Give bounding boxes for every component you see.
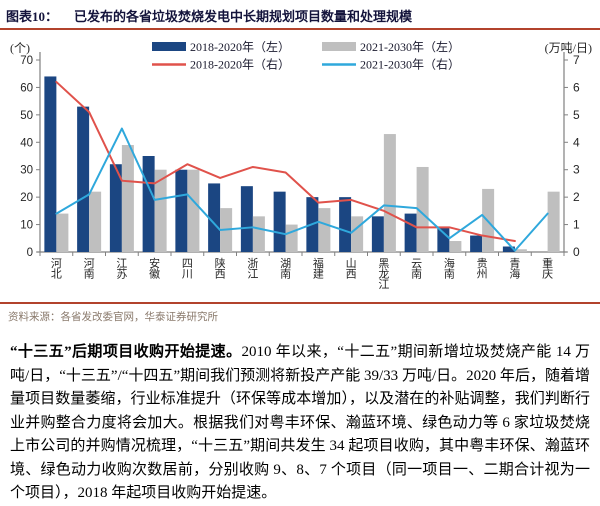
x-label-10: 山西 — [346, 257, 357, 281]
legend-label: 2021-2030年（右） — [360, 57, 460, 72]
chart-bottom-rule — [0, 302, 600, 304]
figure-number: 图表10： — [6, 9, 59, 24]
x-label-9: 福建 — [313, 256, 324, 281]
svg-text:0: 0 — [573, 245, 580, 259]
x-label-6: 陕西 — [215, 256, 226, 281]
svg-text:60: 60 — [20, 82, 33, 94]
x-label-8: 湖南 — [280, 257, 291, 281]
svg-text:30: 30 — [20, 165, 33, 177]
bar — [339, 197, 352, 252]
bar — [154, 169, 167, 252]
title-underline — [0, 28, 600, 30]
bar — [252, 216, 265, 252]
svg-text:10: 10 — [20, 220, 33, 232]
bar — [56, 213, 69, 252]
legend-label: 2021-2030年（左） — [360, 39, 460, 54]
legend-label: 2018-2020年（右） — [190, 57, 290, 72]
bar — [449, 241, 462, 252]
chart-canvas: 0 10 20 30 40 50 60 70 0 1 2 3 4 5 6 7 (个) (万吨/日) 河北河南江苏安徽… — [10, 39, 592, 291]
bar — [502, 246, 515, 252]
x-label-4: 安徽 — [149, 256, 160, 281]
bar — [404, 213, 417, 252]
bar — [44, 76, 57, 252]
bar — [187, 169, 200, 252]
bar — [89, 191, 102, 252]
bars-series-2 — [56, 134, 560, 252]
bar — [470, 235, 483, 252]
bars-series-1 — [44, 76, 515, 252]
x-label-15: 青海 — [509, 257, 520, 281]
svg-text:2: 2 — [573, 190, 580, 204]
svg-text:20: 20 — [20, 192, 33, 204]
line-series-2 — [55, 127, 549, 252]
bar — [547, 191, 560, 252]
bar — [142, 156, 155, 252]
bar — [208, 183, 221, 252]
bar — [416, 166, 429, 252]
legend-label: 2018-2020年（左） — [190, 39, 290, 54]
legend-swatch-bar — [152, 42, 186, 51]
waste-incineration-planning-chart: 0 10 20 30 40 50 60 70 0 1 2 3 4 5 6 7 (个) (万吨/日) 河北 河南 江苏 安徽… — [0, 30, 600, 302]
x-label-3: 江苏 — [116, 257, 127, 281]
svg-text:3: 3 — [573, 163, 580, 177]
svg-text:50: 50 — [20, 110, 33, 122]
bar — [437, 227, 450, 252]
legend-swatch-bar — [322, 42, 356, 51]
bar — [383, 134, 396, 252]
svg-text:40: 40 — [20, 137, 33, 149]
figure-header: 图表10： 已发布的各省垃圾焚烧发电中长期规划项目数量和处理规模 — [0, 0, 600, 28]
bar — [175, 169, 188, 252]
x-label-12: 云南 — [411, 258, 422, 281]
right-axis-unit: (万吨/日) — [545, 41, 592, 55]
commentary-body: 2010 年以来，“十二五”期间新增垃圾焚烧产能 14 万吨/日，“十三五”/“… — [10, 344, 590, 501]
bar — [351, 216, 364, 252]
svg-text:7: 7 — [573, 53, 580, 67]
commentary-paragraph: “十三五”后期项目收购开始提速。2010 年以来，“十二五”期间新增垃圾焚烧产能… — [10, 341, 590, 506]
bar — [514, 249, 527, 252]
x-label-14: 贵州 — [477, 257, 488, 281]
x-label-11: 黑龙江 — [378, 257, 389, 291]
bar — [240, 186, 253, 252]
bar — [318, 208, 331, 252]
svg-text:5: 5 — [573, 108, 580, 122]
source-note: 资料来源：各省发改委官网，华泰证券研究所 — [8, 312, 218, 323]
x-label-7: 浙江 — [247, 257, 258, 281]
x-label-13: 海南 — [444, 256, 455, 281]
bar — [285, 224, 298, 252]
legend: 2018-2020年（左） 2021-2030年（左） 2018-2020年（右） 2… — [152, 39, 460, 72]
svg-text:70: 70 — [20, 55, 33, 67]
bar — [109, 164, 122, 252]
svg-text:6: 6 — [573, 80, 580, 94]
commentary-lead: “十三五”后期项目收购开始提速。 — [10, 344, 242, 360]
figure-title: 已发布的各省垃圾焚烧发电中长期规划项目数量和处理规模 — [74, 9, 413, 24]
x-label-5: 四川 — [182, 258, 193, 281]
svg-text:1: 1 — [573, 218, 580, 232]
bar — [121, 145, 134, 252]
x-label-16: 重庆 — [542, 256, 553, 281]
svg-text:4: 4 — [573, 135, 580, 149]
bar — [77, 106, 90, 252]
left-axis-unit: (个) — [10, 41, 30, 55]
x-label-1: 河北 — [51, 257, 62, 281]
bar — [371, 216, 384, 252]
bar — [273, 191, 286, 252]
svg-text:0: 0 — [27, 247, 33, 259]
x-label-2: 河南 — [84, 257, 95, 281]
